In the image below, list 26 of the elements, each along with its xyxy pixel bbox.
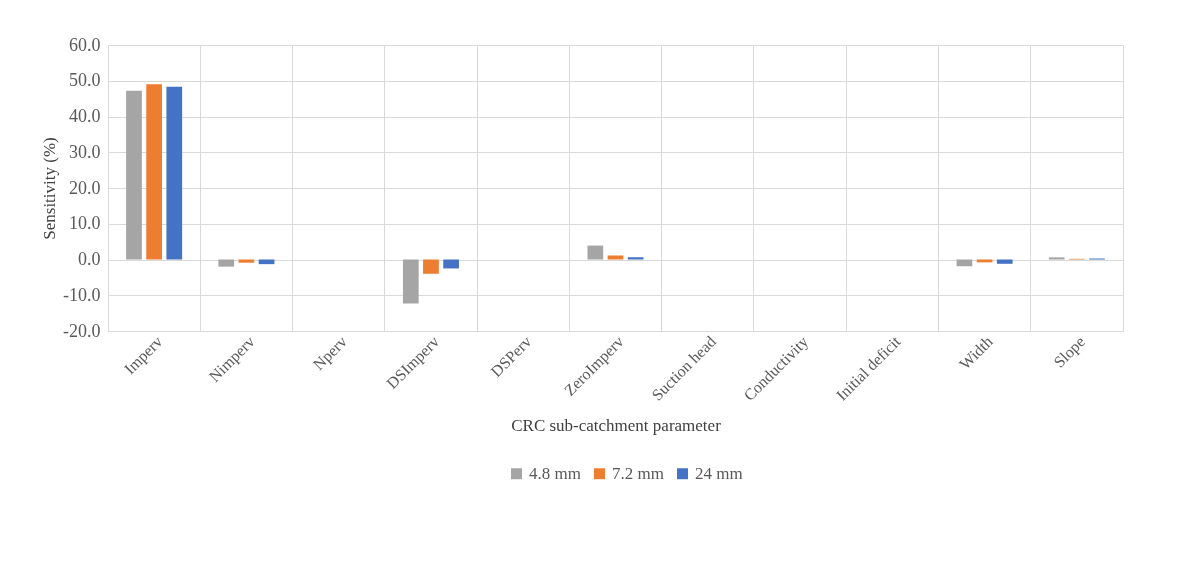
bar bbox=[402, 259, 419, 304]
y-tick-label: 60.0 bbox=[69, 34, 101, 55]
y-tick-label: 50.0 bbox=[69, 70, 101, 91]
y-tick-label: 10.0 bbox=[69, 213, 101, 234]
y-tick-label: 40.0 bbox=[69, 106, 101, 126]
bar bbox=[126, 90, 142, 260]
bar bbox=[218, 259, 235, 267]
bar bbox=[607, 255, 624, 260]
y-tick-label: 30.0 bbox=[69, 141, 101, 162]
y-axis-title: Sensitivity (%) bbox=[40, 137, 60, 240]
legend-label: 4.8 mm bbox=[529, 463, 581, 483]
x-axis-title: CRC sub-catchment parameter bbox=[511, 415, 722, 435]
bar bbox=[423, 259, 439, 274]
bar bbox=[1048, 257, 1065, 260]
legend-label: 24 mm bbox=[695, 463, 743, 483]
y-tick-label: -10.0 bbox=[63, 284, 101, 305]
bar bbox=[166, 86, 183, 260]
bar bbox=[146, 84, 162, 260]
bar bbox=[627, 257, 644, 260]
legend-label: 7.2 mm bbox=[612, 463, 664, 483]
y-tick-label: 0.0 bbox=[78, 249, 101, 269]
bar bbox=[996, 259, 1013, 264]
y-tick-label: 20.0 bbox=[69, 177, 101, 198]
bar bbox=[443, 259, 459, 269]
y-tick-label: -20.0 bbox=[63, 320, 101, 341]
bar bbox=[587, 245, 604, 260]
